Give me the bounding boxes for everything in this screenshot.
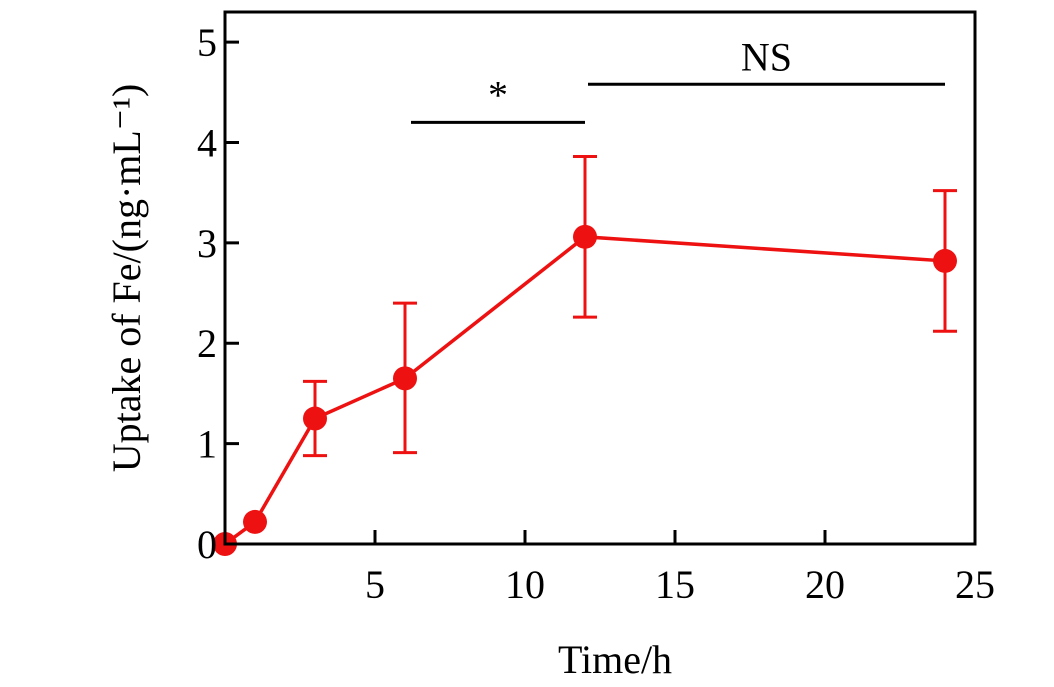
data-point — [393, 366, 417, 391]
x-tick-label: 20 — [805, 562, 845, 607]
data-point — [573, 224, 597, 249]
significance-label: * — [488, 72, 508, 117]
data-point — [933, 248, 957, 273]
y-tick-label: 1 — [197, 422, 217, 467]
x-axis-title: Time/h — [558, 637, 672, 682]
y-tick-label: 2 — [197, 321, 217, 366]
significance-label: NS — [741, 34, 792, 79]
x-tick-label: 15 — [655, 562, 695, 607]
y-axis-title: Uptake of Fe/(ng·mL⁻¹) — [104, 84, 149, 473]
significance-annotations: * NS — [411, 34, 945, 124]
x-axis: 5 10 15 20 25 — [365, 530, 995, 607]
x-tick-label: 5 — [365, 562, 385, 607]
plot-frame — [223, 10, 977, 546]
x-tick-label: 10 — [505, 562, 545, 607]
y-tick-label: 3 — [197, 221, 217, 266]
y-axis: 0 1 2 3 4 5 — [197, 20, 239, 567]
chart-marks — [213, 155, 957, 556]
y-tick-label: 5 — [197, 20, 217, 65]
x-tick-label: 25 — [955, 562, 995, 607]
y-tick-label: 4 — [197, 120, 217, 165]
data-point — [243, 509, 267, 534]
y-tick-label: 0 — [197, 522, 217, 567]
data-point — [303, 406, 327, 431]
